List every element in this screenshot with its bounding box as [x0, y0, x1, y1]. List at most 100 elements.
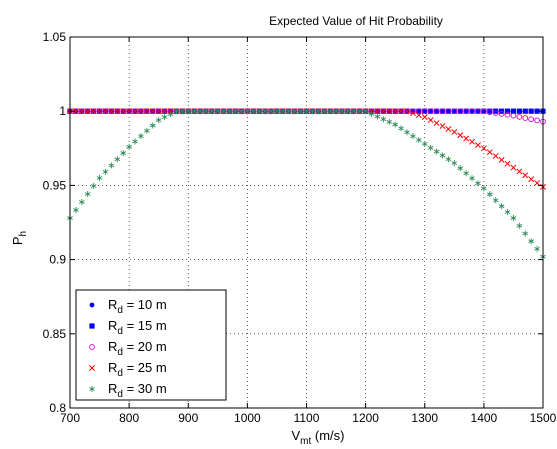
data-point	[102, 108, 109, 115]
data-point	[126, 108, 133, 115]
data-point	[528, 176, 535, 183]
data-point	[486, 149, 493, 156]
legend-entry-5: Rd = 30 m	[108, 381, 167, 400]
data-point	[486, 191, 493, 198]
data-point	[138, 108, 144, 115]
data-point	[280, 108, 286, 115]
data-point	[256, 108, 263, 115]
data-point	[433, 148, 440, 155]
data-point	[291, 108, 298, 115]
data-point	[250, 108, 257, 115]
legend-marker-4	[89, 365, 95, 371]
data-point	[398, 108, 404, 115]
x-axis-label-suffix: (m/s)	[311, 428, 344, 443]
legend-marker-1	[89, 302, 95, 308]
data-point	[469, 175, 475, 182]
data-point	[457, 108, 464, 115]
data-point	[120, 108, 127, 115]
data-point	[504, 160, 511, 167]
data-point	[492, 197, 499, 204]
data-point	[138, 133, 144, 140]
y-tick-labels: 0.8 0.85 0.9 0.95 1 1.05	[43, 30, 67, 415]
chart-title: Expected Value of Hit Probability	[269, 14, 443, 28]
data-point	[84, 191, 91, 198]
y-tick-label: 0.8	[49, 401, 66, 415]
data-point	[179, 108, 186, 115]
legend-entry-5-suffix: = 30 m	[123, 381, 167, 396]
data-point	[433, 108, 440, 115]
data-point	[415, 108, 422, 115]
data-point	[244, 108, 251, 115]
data-point	[522, 115, 529, 121]
data-point	[73, 207, 79, 214]
legend-entry-2-main: R	[108, 318, 117, 333]
data-point	[197, 108, 203, 115]
data-point	[410, 108, 416, 114]
x-tick-label: 700	[60, 411, 80, 425]
data-point	[528, 108, 534, 114]
data-point	[492, 153, 499, 159]
data-point	[144, 127, 150, 134]
data-point	[510, 164, 517, 171]
y-tick-label: 0.85	[43, 327, 67, 341]
data-point	[522, 230, 529, 237]
legend-entry-3: Rd = 20 m	[108, 339, 167, 358]
data-point	[451, 160, 458, 167]
data-point	[232, 108, 239, 115]
x-tick-label: 1300	[411, 411, 438, 425]
data-point	[226, 108, 233, 115]
data-point	[516, 113, 523, 120]
x-tick-label: 1400	[471, 411, 498, 425]
data-point	[380, 116, 387, 123]
x-tick-label: 1100	[294, 411, 320, 425]
data-point	[345, 108, 351, 115]
data-point	[220, 108, 227, 115]
x-tick-label: 1200	[352, 411, 379, 425]
data-point	[475, 180, 481, 187]
data-point	[392, 121, 399, 128]
data-point	[203, 108, 209, 115]
data-point	[451, 129, 458, 135]
data-point	[481, 108, 487, 115]
legend-marker-3	[89, 344, 95, 350]
data-point	[84, 108, 91, 115]
legend-entry-1-main: R	[108, 297, 117, 312]
data-point	[84, 108, 91, 115]
data-point	[108, 108, 115, 115]
data-point	[404, 129, 410, 136]
data-point	[492, 110, 499, 116]
data-point	[149, 108, 156, 115]
data-point	[132, 108, 138, 115]
legend-entry-1-sub: d	[117, 305, 123, 316]
data-point	[439, 123, 446, 129]
data-point	[415, 112, 422, 119]
data-point	[173, 108, 180, 115]
data-point	[439, 108, 446, 115]
legend-markers	[89, 302, 95, 392]
data-point	[457, 108, 463, 114]
data-point	[143, 108, 150, 115]
data-point	[398, 125, 404, 132]
data-point	[380, 108, 387, 115]
data-point	[421, 108, 428, 115]
data-point	[114, 156, 121, 163]
data-point	[498, 111, 505, 117]
data-point	[132, 108, 138, 115]
data-point	[362, 108, 369, 115]
data-point	[114, 108, 121, 115]
data-point	[144, 108, 150, 115]
data-point	[137, 108, 144, 115]
data-point	[498, 156, 505, 163]
data-point	[108, 108, 115, 115]
data-point	[522, 108, 528, 114]
series-5	[67, 108, 546, 260]
data-point	[516, 108, 522, 114]
data-point	[510, 215, 517, 222]
data-point	[315, 108, 322, 115]
data-point	[374, 113, 381, 120]
data-point	[161, 108, 168, 115]
y-axis-label-sub: h	[18, 231, 29, 237]
data-point	[528, 238, 534, 245]
data-point	[356, 108, 363, 115]
